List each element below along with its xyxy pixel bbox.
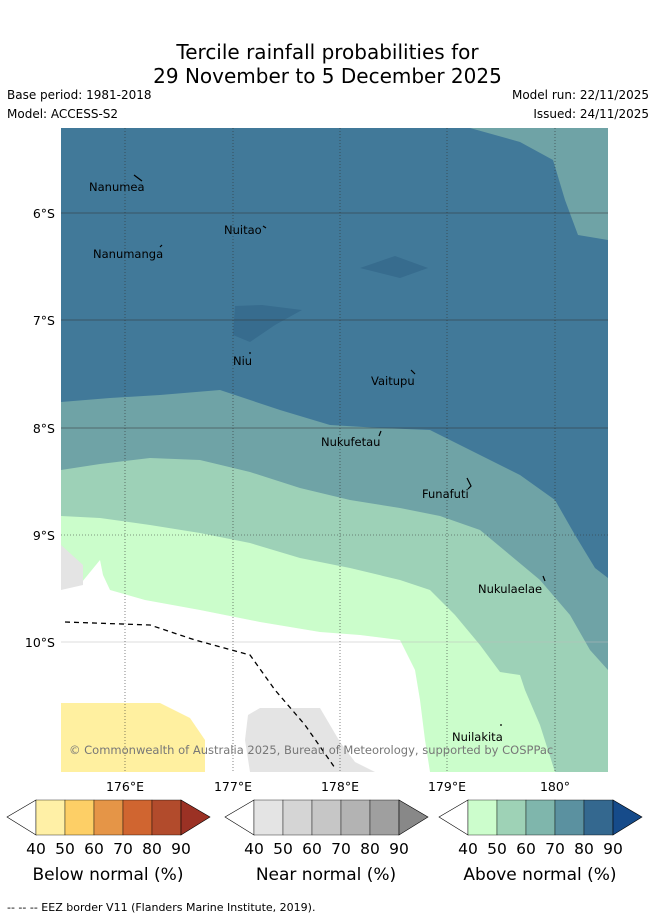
band-above-80 bbox=[61, 128, 608, 578]
island-label: Nanumanga bbox=[93, 247, 163, 261]
model-name: Model: ACCESS-S2 bbox=[7, 107, 119, 121]
colorbar-swatch bbox=[583, 799, 614, 836]
lon-label-179e: 179°E bbox=[428, 779, 466, 794]
colorbar-tick: 40 bbox=[26, 840, 46, 858]
eez-border bbox=[64, 621, 336, 769]
map-title: Tercile rainfall probabilities for 29 No… bbox=[0, 40, 655, 88]
colorbar-tick: 50 bbox=[487, 840, 507, 858]
lat-label-7s: 7°S bbox=[33, 313, 55, 328]
island-shape bbox=[466, 477, 472, 490]
colorbar-tick: 50 bbox=[273, 840, 293, 858]
colorbar-tick: 50 bbox=[55, 840, 75, 858]
colorbar-max-arrow bbox=[398, 799, 429, 836]
island-label: Funafuti bbox=[422, 487, 469, 501]
colorbar-tick: 40 bbox=[244, 840, 264, 858]
colorbar-swatch bbox=[122, 799, 153, 836]
colorbar-tick: 80 bbox=[360, 840, 380, 858]
legend-below-normal: 40 50 60 70 80 90 Below normal (%) bbox=[6, 799, 211, 885]
colorbar-tick: 90 bbox=[603, 840, 623, 858]
colorbar-tick: 70 bbox=[545, 840, 565, 858]
issued-date: Issued: 24/11/2025 bbox=[533, 107, 649, 121]
colorbar-tick: 70 bbox=[113, 840, 133, 858]
legend-title: Below normal (%) bbox=[33, 865, 184, 885]
lat-label-10s: 10°S bbox=[25, 635, 55, 650]
colorbar-swatch bbox=[64, 799, 95, 836]
colorbar-min-arrow bbox=[224, 799, 255, 836]
colorbar-tick: 70 bbox=[331, 840, 351, 858]
legend-near-normal: 40 50 60 70 80 90 Near normal (%) bbox=[224, 799, 429, 885]
colorbar-ticks: 40 50 60 70 80 90 bbox=[26, 840, 191, 858]
colorbar-min-arrow bbox=[438, 799, 469, 836]
lon-axis: 176°E 177°E 178°E 179°E 180° bbox=[106, 779, 570, 794]
colorbar-swatch bbox=[369, 799, 400, 836]
colorbar-swatch bbox=[467, 799, 498, 836]
island-shape bbox=[378, 430, 382, 437]
eez-note: -- -- -- EEZ border V11 (Flanders Marine… bbox=[7, 901, 315, 914]
base-period: Base period: 1981-2018 bbox=[7, 88, 152, 102]
colorbar-swatch bbox=[35, 799, 66, 836]
copyright-note: © Commonwealth of Australia 2025, Bureau… bbox=[69, 743, 553, 757]
colorbar-swatch bbox=[253, 799, 284, 836]
colorbar-tick: 80 bbox=[574, 840, 594, 858]
patch-above-90 bbox=[233, 305, 302, 342]
island-labels: Nanumea Nuitao Nanumanga Niu Vaitupu Nuk… bbox=[89, 180, 542, 744]
colorbar-swatch bbox=[151, 799, 182, 836]
island-label: Nuitao bbox=[224, 223, 262, 237]
colorbar-swatch bbox=[554, 799, 585, 836]
island-label: Nukufetau bbox=[321, 435, 380, 449]
colorbar-min-arrow bbox=[6, 799, 37, 836]
colorbar-tick: 40 bbox=[458, 840, 478, 858]
island-shape bbox=[410, 369, 416, 375]
colorbar-max-arrow bbox=[612, 799, 643, 836]
patch-above-90 bbox=[360, 256, 428, 278]
colorbar-swatch bbox=[525, 799, 556, 836]
patch-near-normal bbox=[61, 545, 83, 590]
colorbar-tick: 60 bbox=[302, 840, 322, 858]
colorbar-ticks: 40 50 60 70 80 90 bbox=[244, 840, 409, 858]
legend-title: Near normal (%) bbox=[256, 865, 396, 885]
island-shapes bbox=[133, 174, 546, 726]
lat-axis: 6°S 7°S 8°S 9°S 10°S bbox=[25, 206, 55, 650]
lat-label-6s: 6°S bbox=[33, 206, 55, 221]
lat-gridlines bbox=[61, 212, 608, 643]
colorbar-tick: 60 bbox=[516, 840, 536, 858]
island-label: Nukulaelae bbox=[478, 582, 542, 596]
island-label: Vaitupu bbox=[371, 374, 415, 388]
lon-label-176e: 176°E bbox=[106, 779, 144, 794]
patch-below-normal bbox=[61, 703, 205, 772]
lon-label-180: 180° bbox=[540, 779, 570, 794]
island-shape bbox=[159, 244, 163, 248]
island-shape bbox=[133, 174, 143, 182]
map-area: Nanumea Nuitao Nanumanga Niu Vaitupu Nuk… bbox=[61, 128, 608, 772]
colorbar-swatch bbox=[282, 799, 313, 836]
title-line-2: 29 November to 5 December 2025 bbox=[153, 64, 502, 88]
lon-gridlines bbox=[124, 128, 556, 772]
colorbar-swatch bbox=[311, 799, 342, 836]
title-line-1: Tercile rainfall probabilities for bbox=[176, 40, 479, 64]
island-shape bbox=[542, 575, 546, 582]
colorbar-max-arrow bbox=[180, 799, 211, 836]
colorbar-tick: 90 bbox=[171, 840, 191, 858]
colorbar-tick: 60 bbox=[84, 840, 104, 858]
island-label: Nuilakita bbox=[452, 730, 503, 744]
island-label: Niu bbox=[233, 354, 252, 368]
lat-label-8s: 8°S bbox=[33, 421, 55, 436]
colorbar-tick: 80 bbox=[142, 840, 162, 858]
lon-label-178e: 178°E bbox=[321, 779, 359, 794]
colorbar-swatch bbox=[340, 799, 371, 836]
island-shape bbox=[262, 225, 267, 229]
colorbar-ticks: 40 50 60 70 80 90 bbox=[458, 840, 623, 858]
legend-above-normal: 40 50 60 70 80 90 Above normal (%) bbox=[438, 799, 643, 885]
lon-label-177e: 177°E bbox=[214, 779, 252, 794]
colorbar-swatch bbox=[496, 799, 527, 836]
colorbar-tick: 90 bbox=[389, 840, 409, 858]
model-run: Model run: 22/11/2025 bbox=[511, 88, 649, 102]
patch-near-normal bbox=[245, 708, 375, 772]
colorbar-swatch bbox=[93, 799, 124, 836]
legend-title: Above normal (%) bbox=[463, 865, 616, 885]
lat-label-9s: 9°S bbox=[33, 528, 55, 543]
island-label: Nanumea bbox=[89, 180, 145, 194]
